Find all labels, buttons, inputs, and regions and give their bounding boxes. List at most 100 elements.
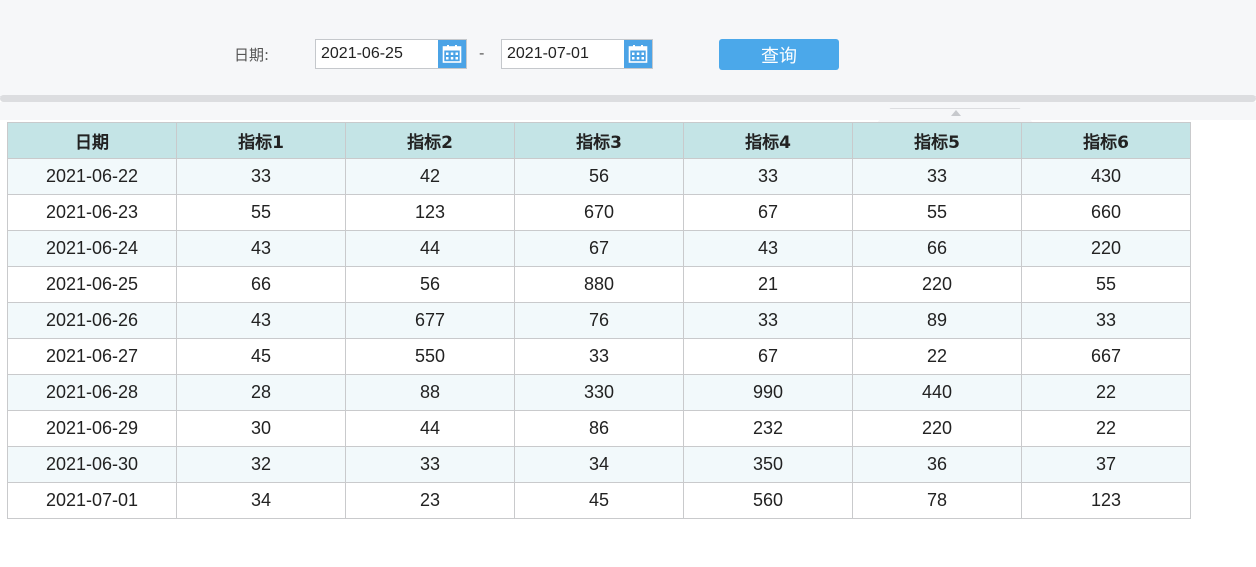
value-cell: 55 [1021, 266, 1191, 303]
value-cell: 42 [345, 158, 515, 195]
value-cell: 67 [514, 230, 684, 267]
filter-panel: 日期: 2021-06-25 - 2021-07-01 [0, 0, 1256, 97]
value-cell: 30 [176, 410, 346, 447]
value-cell: 33 [852, 158, 1022, 195]
value-cell: 43 [176, 230, 346, 267]
value-cell: 56 [345, 266, 515, 303]
value-cell: 33 [514, 338, 684, 375]
date-cell: 2021-07-01 [7, 482, 177, 519]
value-cell: 123 [345, 194, 515, 231]
query-button[interactable]: 查询 [719, 39, 839, 70]
table-row: 2021-06-28 28 88 330 990 440 22 [7, 374, 1191, 411]
date-cell: 2021-06-28 [7, 374, 177, 411]
value-cell: 880 [514, 266, 684, 303]
value-cell: 44 [345, 230, 515, 267]
value-cell: 66 [852, 230, 1022, 267]
value-cell: 23 [345, 482, 515, 519]
panel-divider-tail [0, 102, 1256, 120]
table-row: 2021-07-01 34 23 45 560 78 123 [7, 482, 1191, 519]
value-cell: 667 [1021, 338, 1191, 375]
value-cell: 220 [852, 266, 1022, 303]
value-cell: 32 [176, 446, 346, 483]
value-cell: 330 [514, 374, 684, 411]
table-row: 2021-06-24 43 44 67 43 66 220 [7, 230, 1191, 267]
value-cell: 55 [852, 194, 1022, 231]
start-date-value[interactable]: 2021-06-25 [321, 45, 403, 62]
date-cell: 2021-06-27 [7, 338, 177, 375]
date-range-separator: - [479, 44, 485, 62]
table-row: 2021-06-23 55 123 670 67 55 660 [7, 194, 1191, 231]
table-row: 2021-06-25 66 56 880 21 220 55 [7, 266, 1191, 303]
date-cell: 2021-06-26 [7, 302, 177, 339]
value-cell: 55 [176, 194, 346, 231]
value-cell: 677 [345, 302, 515, 339]
date-cell: 2021-06-22 [7, 158, 177, 195]
value-cell: 660 [1021, 194, 1191, 231]
value-cell: 33 [683, 302, 853, 339]
calendar-icon[interactable] [624, 40, 652, 68]
column-header: 指标3 [514, 122, 684, 159]
value-cell: 33 [345, 446, 515, 483]
value-cell: 123 [1021, 482, 1191, 519]
value-cell: 67 [683, 194, 853, 231]
date-cell: 2021-06-30 [7, 446, 177, 483]
value-cell: 22 [1021, 374, 1191, 411]
value-cell: 670 [514, 194, 684, 231]
value-cell: 36 [852, 446, 1022, 483]
panel-divider [0, 95, 1256, 102]
column-header: 指标1 [176, 122, 346, 159]
value-cell: 33 [683, 158, 853, 195]
start-date-field[interactable]: 2021-06-25 [315, 39, 467, 69]
value-cell: 22 [1021, 410, 1191, 447]
value-cell: 220 [852, 410, 1022, 447]
value-cell: 86 [514, 410, 684, 447]
chevron-up-icon[interactable] [951, 110, 961, 116]
value-cell: 45 [514, 482, 684, 519]
end-date-field[interactable]: 2021-07-01 [501, 39, 653, 69]
value-cell: 37 [1021, 446, 1191, 483]
value-cell: 33 [176, 158, 346, 195]
value-cell: 44 [345, 410, 515, 447]
date-label: 日期: [234, 46, 270, 64]
table-row: 2021-06-30 32 33 34 350 36 37 [7, 446, 1191, 483]
value-cell: 440 [852, 374, 1022, 411]
date-cell: 2021-06-29 [7, 410, 177, 447]
value-cell: 78 [852, 482, 1022, 519]
value-cell: 33 [1021, 302, 1191, 339]
value-cell: 34 [176, 482, 346, 519]
column-header: 指标5 [852, 122, 1022, 159]
value-cell: 430 [1021, 158, 1191, 195]
column-header: 指标4 [683, 122, 853, 159]
value-cell: 34 [514, 446, 684, 483]
date-cell: 2021-06-25 [7, 266, 177, 303]
value-cell: 43 [683, 230, 853, 267]
date-cell: 2021-06-23 [7, 194, 177, 231]
value-cell: 990 [683, 374, 853, 411]
data-table: 日期 指标1 指标2 指标3 指标4 指标5 指标6 2021-06-22 33 4… [7, 122, 1191, 519]
column-header: 指标2 [345, 122, 515, 159]
end-date-value[interactable]: 2021-07-01 [507, 45, 589, 62]
value-cell: 22 [852, 338, 1022, 375]
table-header-row: 日期 指标1 指标2 指标3 指标4 指标5 指标6 [7, 122, 1191, 159]
value-cell: 76 [514, 302, 684, 339]
value-cell: 43 [176, 302, 346, 339]
table-row: 2021-06-27 45 550 33 67 22 667 [7, 338, 1191, 375]
column-header: 日期 [7, 122, 177, 159]
table-row: 2021-06-22 33 42 56 33 33 430 [7, 158, 1191, 195]
value-cell: 550 [345, 338, 515, 375]
table-row: 2021-06-29 30 44 86 232 220 22 [7, 410, 1191, 447]
value-cell: 28 [176, 374, 346, 411]
value-cell: 88 [345, 374, 515, 411]
value-cell: 56 [514, 158, 684, 195]
value-cell: 232 [683, 410, 853, 447]
value-cell: 21 [683, 266, 853, 303]
table-row: 2021-06-26 43 677 76 33 89 33 [7, 302, 1191, 339]
value-cell: 67 [683, 338, 853, 375]
calendar-icon[interactable] [438, 40, 466, 68]
value-cell: 220 [1021, 230, 1191, 267]
column-header: 指标6 [1021, 122, 1191, 159]
value-cell: 66 [176, 266, 346, 303]
value-cell: 89 [852, 302, 1022, 339]
value-cell: 560 [683, 482, 853, 519]
date-cell: 2021-06-24 [7, 230, 177, 267]
